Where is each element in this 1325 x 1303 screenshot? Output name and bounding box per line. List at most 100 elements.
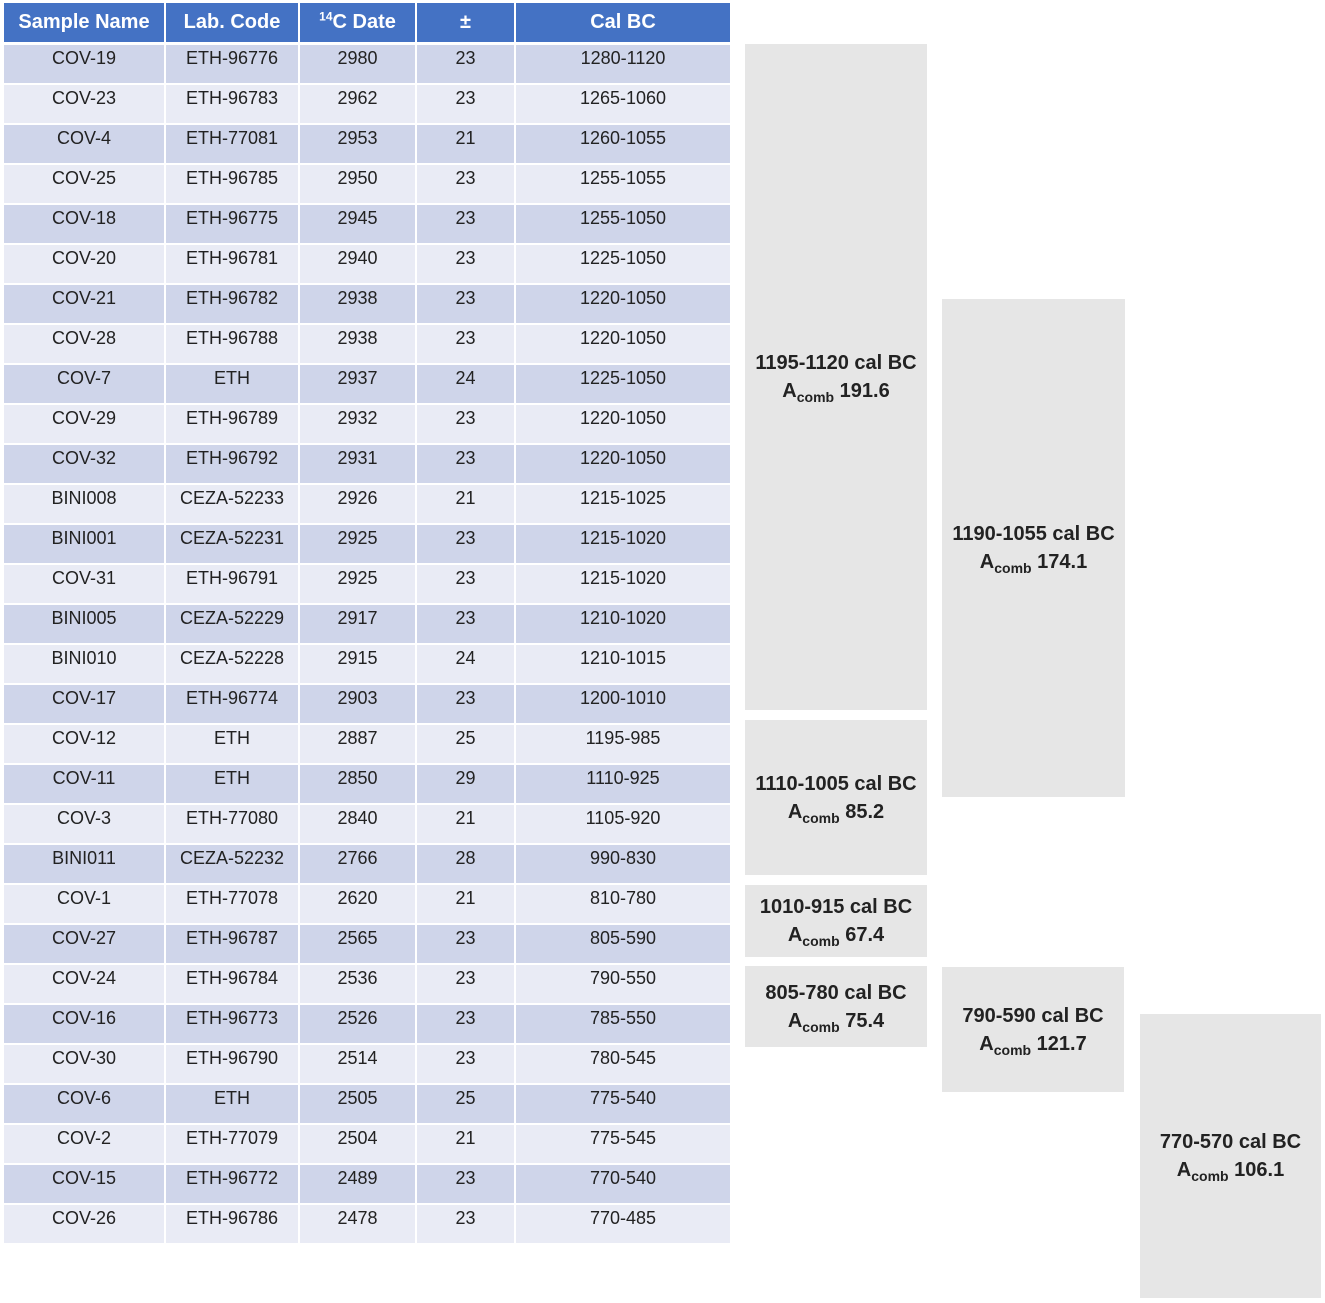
cell-lab-code: ETH-77081	[166, 125, 300, 165]
cell-sample-name: COV-28	[4, 325, 166, 365]
table-row: COV-21 ETH-96782 2938 23 1220-1050	[4, 285, 730, 325]
table-row: BINI010 CEZA-52228 2915 24 1210-1015	[4, 645, 730, 685]
group-acomb: Acomb 121.7	[979, 1032, 1087, 1058]
cell-sample-name: COV-26	[4, 1205, 166, 1245]
cell-sample-name: COV-15	[4, 1165, 166, 1205]
cell-lab-code: ETH-96773	[166, 1005, 300, 1045]
cell-cal-bc: 1215-1025	[516, 485, 730, 525]
cell-lab-code: ETH-96774	[166, 685, 300, 725]
cell-sample-name: COV-32	[4, 445, 166, 485]
table-row: COV-6 ETH 2505 25 775-540	[4, 1085, 730, 1125]
table-row: COV-28 ETH-96788 2938 23 1220-1050	[4, 325, 730, 365]
cell-plus-minus: 23	[417, 405, 516, 445]
cell-cal-bc: 1260-1055	[516, 125, 730, 165]
cell-c14-date: 2514	[300, 1045, 417, 1085]
table-row: COV-20 ETH-96781 2940 23 1225-1050	[4, 245, 730, 285]
cell-plus-minus: 25	[417, 1085, 516, 1125]
cell-cal-bc: 775-545	[516, 1125, 730, 1165]
table-row: COV-32 ETH-96792 2931 23 1220-1050	[4, 445, 730, 485]
cell-c14-date: 2945	[300, 205, 417, 245]
cell-lab-code: CEZA-52232	[166, 845, 300, 885]
cell-cal-bc: 790-550	[516, 965, 730, 1005]
cell-c14-date: 2489	[300, 1165, 417, 1205]
cell-c14-date: 2980	[300, 45, 417, 85]
cell-plus-minus: 21	[417, 805, 516, 845]
group-acomb: Acomb 85.2	[787, 800, 885, 826]
cell-cal-bc: 805-590	[516, 925, 730, 965]
header-plus-minus: ±	[417, 3, 516, 45]
cell-cal-bc: 1220-1050	[516, 325, 730, 365]
cell-plus-minus: 23	[417, 205, 516, 245]
cell-cal-bc: 770-540	[516, 1165, 730, 1205]
group-acomb: Acomb 106.1	[1176, 1159, 1285, 1184]
cell-c14-date: 2926	[300, 485, 417, 525]
cell-sample-name: COV-25	[4, 165, 166, 205]
cell-sample-name: BINI008	[4, 485, 166, 525]
table-row: COV-24 ETH-96784 2536 23 790-550	[4, 965, 730, 1005]
cell-lab-code: ETH-96791	[166, 565, 300, 605]
cell-sample-name: COV-19	[4, 45, 166, 85]
cell-sample-name: COV-18	[4, 205, 166, 245]
cell-sample-name: COV-11	[4, 765, 166, 805]
cell-lab-code: ETH	[166, 725, 300, 765]
cell-cal-bc: 1195-985	[516, 725, 730, 765]
cell-cal-bc: 1225-1050	[516, 245, 730, 285]
cell-lab-code: ETH-96792	[166, 445, 300, 485]
c14-label: C Date	[332, 11, 396, 33]
cell-c14-date: 2917	[300, 605, 417, 645]
cell-cal-bc: 1215-1020	[516, 565, 730, 605]
header-lab-code: Lab. Code	[166, 3, 300, 45]
cell-plus-minus: 21	[417, 1125, 516, 1165]
table-row: COV-25 ETH-96785 2950 23 1255-1055	[4, 165, 730, 205]
table-row: COV-18 ETH-96775 2945 23 1255-1050	[4, 205, 730, 245]
cell-sample-name: COV-3	[4, 805, 166, 845]
cell-cal-bc: 770-485	[516, 1205, 730, 1245]
cell-plus-minus: 23	[417, 285, 516, 325]
group-box-1110-1005: 1110-1005 cal BC Acomb 85.2	[745, 720, 927, 875]
cell-lab-code: ETH-77080	[166, 805, 300, 845]
cell-lab-code: CEZA-52228	[166, 645, 300, 685]
cell-c14-date: 2925	[300, 525, 417, 565]
cell-cal-bc: 990-830	[516, 845, 730, 885]
cell-sample-name: BINI005	[4, 605, 166, 645]
cell-c14-date: 2940	[300, 245, 417, 285]
cell-c14-date: 2478	[300, 1205, 417, 1245]
table-row: COV-1 ETH-77078 2620 21 810-780	[4, 885, 730, 925]
header-sample-name: Sample Name	[4, 3, 166, 45]
cell-sample-name: COV-16	[4, 1005, 166, 1045]
cell-lab-code: ETH-96776	[166, 45, 300, 85]
cell-plus-minus: 23	[417, 525, 516, 565]
cell-cal-bc: 1220-1050	[516, 445, 730, 485]
group-acomb: Acomb 174.1	[979, 551, 1088, 576]
cell-sample-name: COV-17	[4, 685, 166, 725]
cell-lab-code: ETH-96789	[166, 405, 300, 445]
cell-cal-bc: 1215-1020	[516, 525, 730, 565]
table-row: COV-4 ETH-77081 2953 21 1260-1055	[4, 125, 730, 165]
table-row: BINI001 CEZA-52231 2925 23 1215-1020	[4, 525, 730, 565]
cell-lab-code: CEZA-52229	[166, 605, 300, 645]
cell-c14-date: 2962	[300, 85, 417, 125]
cell-plus-minus: 23	[417, 1205, 516, 1245]
cell-lab-code: ETH-96790	[166, 1045, 300, 1085]
table-row: COV-27 ETH-96787 2565 23 805-590	[4, 925, 730, 965]
table-row: COV-3 ETH-77080 2840 21 1105-920	[4, 805, 730, 845]
cell-sample-name: COV-7	[4, 365, 166, 405]
cell-cal-bc: 785-550	[516, 1005, 730, 1045]
cell-cal-bc: 1220-1050	[516, 405, 730, 445]
cell-plus-minus: 29	[417, 765, 516, 805]
cell-sample-name: COV-21	[4, 285, 166, 325]
group-range: 805-780 cal BC	[765, 981, 907, 1004]
cell-plus-minus: 23	[417, 565, 516, 605]
c14-superscript: 14	[319, 9, 333, 24]
cell-sample-name: BINI011	[4, 845, 166, 885]
cell-c14-date: 2937	[300, 365, 417, 405]
cell-sample-name: COV-4	[4, 125, 166, 165]
cell-plus-minus: 23	[417, 1005, 516, 1045]
cell-plus-minus: 23	[417, 685, 516, 725]
cell-plus-minus: 25	[417, 725, 516, 765]
group-range: 770-570 cal BC	[1159, 1131, 1302, 1153]
table-row: COV-17 ETH-96774 2903 23 1200-1010	[4, 685, 730, 725]
cell-cal-bc: 775-540	[516, 1085, 730, 1125]
cell-c14-date: 2840	[300, 805, 417, 845]
cell-cal-bc: 810-780	[516, 885, 730, 925]
